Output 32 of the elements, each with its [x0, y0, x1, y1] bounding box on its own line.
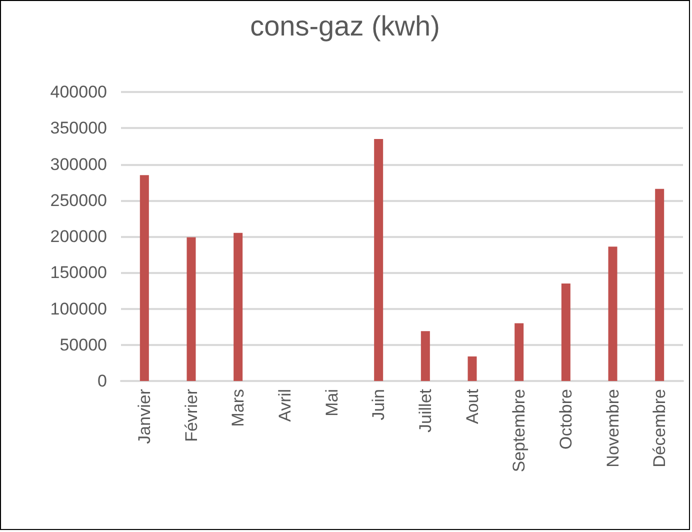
- bar: [420, 331, 430, 381]
- x-tick-label: Octobre: [556, 389, 576, 450]
- x-tick-label: Avril: [275, 389, 294, 422]
- y-tick-label: 300000: [50, 154, 107, 174]
- x-tick-label: Aout: [462, 388, 482, 424]
- bar: [608, 246, 618, 381]
- x-tick-label: Novembre: [603, 389, 622, 468]
- y-tick-label: 400000: [50, 82, 107, 102]
- x-tick-label: Janvier: [134, 388, 154, 444]
- bar: [186, 237, 196, 381]
- bar: [140, 175, 149, 381]
- y-tick-label: 200000: [50, 227, 107, 246]
- bar: [561, 283, 570, 381]
- y-tick-label: 250000: [50, 190, 107, 210]
- y-tick-label: 0: [98, 372, 107, 390]
- y-tick-label: 100000: [50, 299, 107, 318]
- x-tick-label: Juin: [369, 389, 388, 420]
- x-tick-label: Mai: [322, 389, 342, 416]
- x-tick-label: Mars: [228, 389, 248, 427]
- x-tick-label: Juillet: [416, 388, 435, 432]
- y-tick-label: 150000: [50, 263, 107, 282]
- bar: [468, 356, 477, 381]
- x-tick-label: Septembre: [510, 389, 529, 472]
- x-tick-label: Décembre: [650, 389, 670, 468]
- chart-title: cons-gaz (kwh): [250, 10, 440, 42]
- bar: [374, 138, 384, 381]
- bar: [514, 323, 524, 381]
- bar: [234, 232, 243, 381]
- bar: [655, 188, 664, 381]
- y-tick-label: 50000: [60, 335, 107, 354]
- y-tick-label: 350000: [50, 118, 107, 138]
- x-tick-label: Février: [182, 388, 201, 442]
